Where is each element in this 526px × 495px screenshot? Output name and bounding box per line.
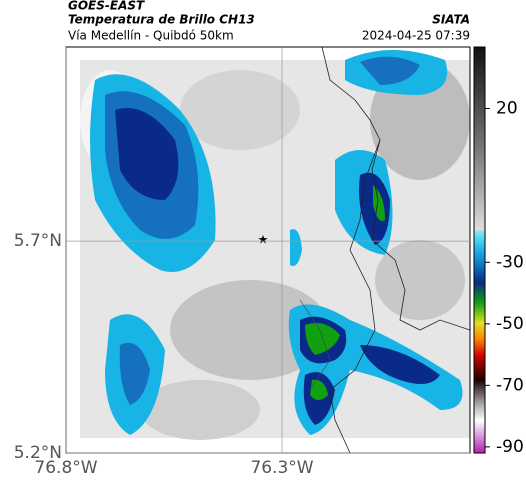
route-name: Vía Medellín - Quibdó 50km	[68, 29, 234, 43]
satellite-name: GOES-EAST	[68, 0, 145, 13]
x-tick-label: 76.8°W	[34, 458, 97, 478]
colorbar-tick-label: 20	[496, 99, 518, 119]
colorbar	[473, 46, 486, 454]
colorbar-tick-label: -90	[496, 437, 524, 457]
source-name: SIATA	[432, 13, 470, 27]
location-marker: ★	[258, 233, 269, 247]
y-tick-label: 5.2°N	[14, 443, 62, 463]
satellite-image	[66, 47, 470, 453]
colorbar-tick-label: -30	[496, 252, 524, 272]
product-name: Temperatura de Brillo CH13	[68, 13, 255, 27]
timestamp: 2024-04-25 07:39	[362, 29, 470, 43]
colorbar-tick-label: -70	[496, 375, 524, 395]
x-tick-label: 76.3°W	[250, 458, 313, 478]
y-tick-label: 5.7°N	[14, 231, 62, 251]
colorbar-tick-label: -50	[496, 314, 524, 334]
